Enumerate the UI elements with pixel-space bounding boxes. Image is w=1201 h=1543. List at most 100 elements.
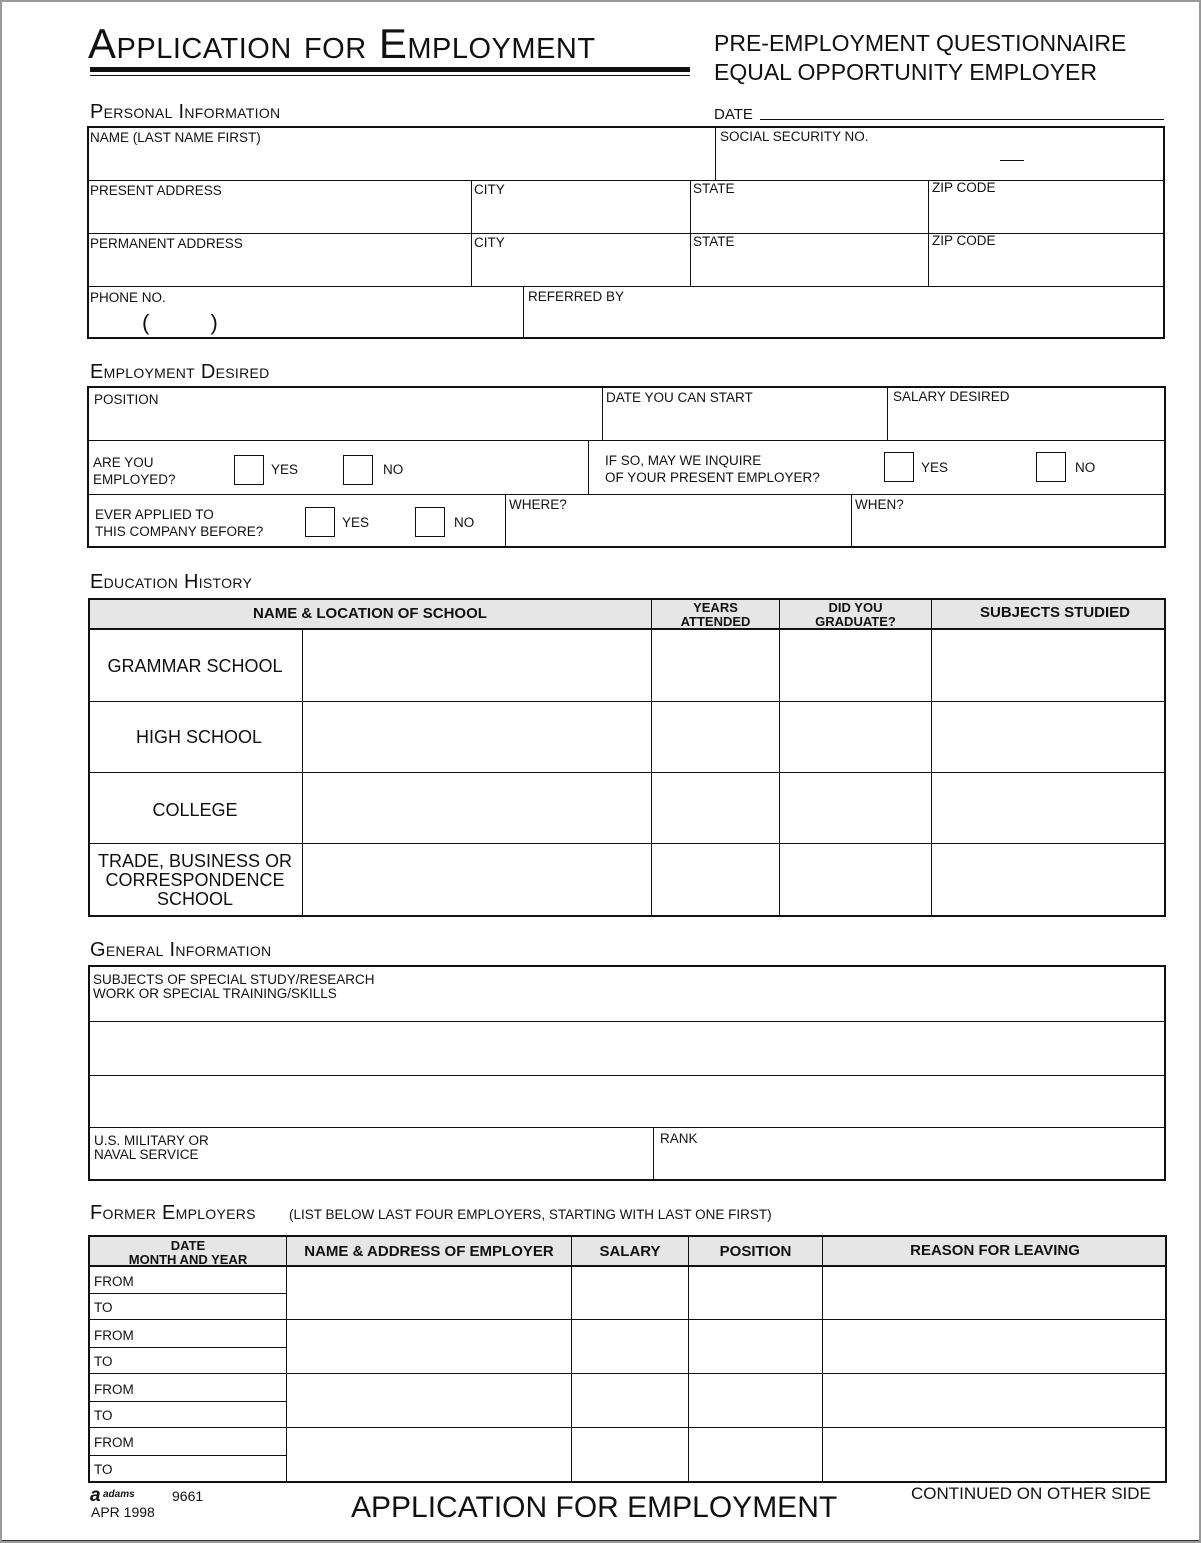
col-employer: NAME & ADDRESS OF EMPLOYER [304,1243,554,1260]
rank-field[interactable]: RANK [660,1131,698,1146]
former-employers-note: (LIST BELOW LAST FOUR EMPLOYERS, STARTIN… [289,1207,772,1222]
applied-before-question: EVER APPLIED TO THIS COMPANY BEFORE? [95,507,264,539]
inquire-yes-checkbox[interactable] [884,452,914,482]
divider [88,1347,286,1348]
bottom-border [2,1540,1199,1541]
inquire-yes-label: YES [921,460,949,475]
applied-no-label: NO [454,515,475,530]
subtitle-eoe: EQUAL OPPORTUNITY EMPLOYER [714,59,1098,85]
row-grammar-school: GRAMMAR SCHOOL [107,656,283,676]
employed-question: ARE YOU EMPLOYED? [93,455,176,487]
education-table [88,598,1166,917]
divider [523,286,524,339]
present-state-field[interactable]: STATE [693,181,735,196]
where-field[interactable]: WHERE? [509,497,567,512]
employment-box [87,386,1166,548]
adams-logo-icon: a [90,1485,101,1506]
divider [87,440,1166,441]
divider [928,180,929,286]
divider [87,494,1166,495]
divider [88,1373,1167,1374]
section-education-heading: Education History [90,571,253,593]
divider [87,286,1165,287]
divider [88,1427,1167,1428]
present-zip-field[interactable]: ZIP CODE [932,180,996,195]
start-date-field[interactable]: DATE YOU CAN START [606,390,753,405]
divider [822,1235,823,1483]
adams-brand: adams [103,1489,135,1500]
from-field-3[interactable]: FROM [94,1382,134,1397]
to-field-3[interactable]: TO [94,1408,113,1423]
divider [715,126,716,180]
former-employers-table [88,1235,1167,1483]
col-subjects: SUBJECTS STUDIED [979,604,1131,621]
divider [87,180,1165,181]
employed-yes-label: YES [271,462,299,477]
permanent-city-field[interactable]: CITY [474,235,505,250]
col-reason: REASON FOR LEAVING [910,1242,1080,1259]
col-position: POSITION [719,1243,792,1260]
salary-desired-field[interactable]: SALARY DESIRED [893,389,1010,404]
education-header-shade [90,600,1164,628]
divider [88,1293,286,1294]
divider [88,701,1166,702]
divider [88,1319,1167,1320]
referred-by-field[interactable]: REFERRED BY [528,289,625,304]
title-rule-thin [90,75,690,76]
inquire-no-checkbox[interactable] [1036,452,1066,482]
applied-yes-checkbox[interactable] [305,507,335,537]
inquire-question: IF SO, MAY WE INQUIRE OF YOUR PRESENT EM… [605,453,820,485]
row-college: COLLEGE [152,800,238,820]
from-field-4[interactable]: FROM [94,1435,134,1450]
divider [88,843,1166,844]
continued-note: CONTINUED ON OTHER SIDE [911,1484,1151,1503]
divider [505,494,506,548]
military-service-field[interactable]: U.S. MILITARY OR NAVAL SERVICE [94,1133,209,1162]
present-city-field[interactable]: CITY [474,182,505,197]
divider [88,772,1166,773]
employed-yes-checkbox[interactable] [234,455,264,485]
footer-title: APPLICATION FOR EMPLOYMENT [351,1491,838,1524]
section-employment-heading: Employment Desired [90,361,270,383]
permanent-zip-field[interactable]: ZIP CODE [932,233,996,248]
from-field-2[interactable]: FROM [94,1328,134,1343]
divider [88,1265,1167,1267]
col-graduated: DID YOU GRADUATE? [815,600,896,629]
position-field[interactable]: POSITION [94,392,159,407]
divider [88,1127,1166,1128]
ssn-field[interactable]: SOCIAL SECURITY NO. [720,129,869,144]
present-address-field[interactable]: PRESENT ADDRESS [90,183,222,198]
from-field-1[interactable]: FROM [94,1274,134,1289]
employed-no-checkbox[interactable] [343,455,373,485]
divider [471,180,472,286]
special-study-field[interactable]: SUBJECTS OF SPECIAL STUDY/RESEARCH WORK … [93,972,375,1001]
applied-no-checkbox[interactable] [415,507,445,537]
ssn-dash [1000,160,1024,161]
divider [571,1235,572,1483]
to-field-2[interactable]: TO [94,1354,113,1369]
form-number: 9661 [172,1488,204,1504]
permanent-address-field[interactable]: PERMANENT ADDRESS [90,236,243,251]
col-salary: SALARY [599,1243,661,1260]
name-field[interactable]: NAME (LAST NAME FIRST) [90,130,261,145]
subtitle-questionnaire: PRE-EMPLOYMENT QUESTIONNAIRE [714,30,1127,56]
divider [651,598,652,917]
divider [88,1021,1166,1022]
phone-field[interactable]: PHONE NO. [90,290,166,305]
divider [779,598,780,917]
permanent-state-field[interactable]: STATE [693,234,735,249]
form-date: APR 1998 [91,1504,155,1520]
divider [851,494,852,548]
to-field-1[interactable]: TO [94,1300,113,1315]
general-box [88,965,1166,1181]
col-years-attended: YEARS ATTENDED [680,600,751,629]
date-field[interactable] [760,119,1164,120]
divider [690,180,691,286]
when-field[interactable]: WHEN? [855,497,904,512]
phone-area-code-parens: ( ) [142,310,218,335]
divider [887,386,888,440]
title-rule [90,67,690,72]
to-field-4[interactable]: TO [94,1462,113,1477]
divider [688,1235,689,1483]
